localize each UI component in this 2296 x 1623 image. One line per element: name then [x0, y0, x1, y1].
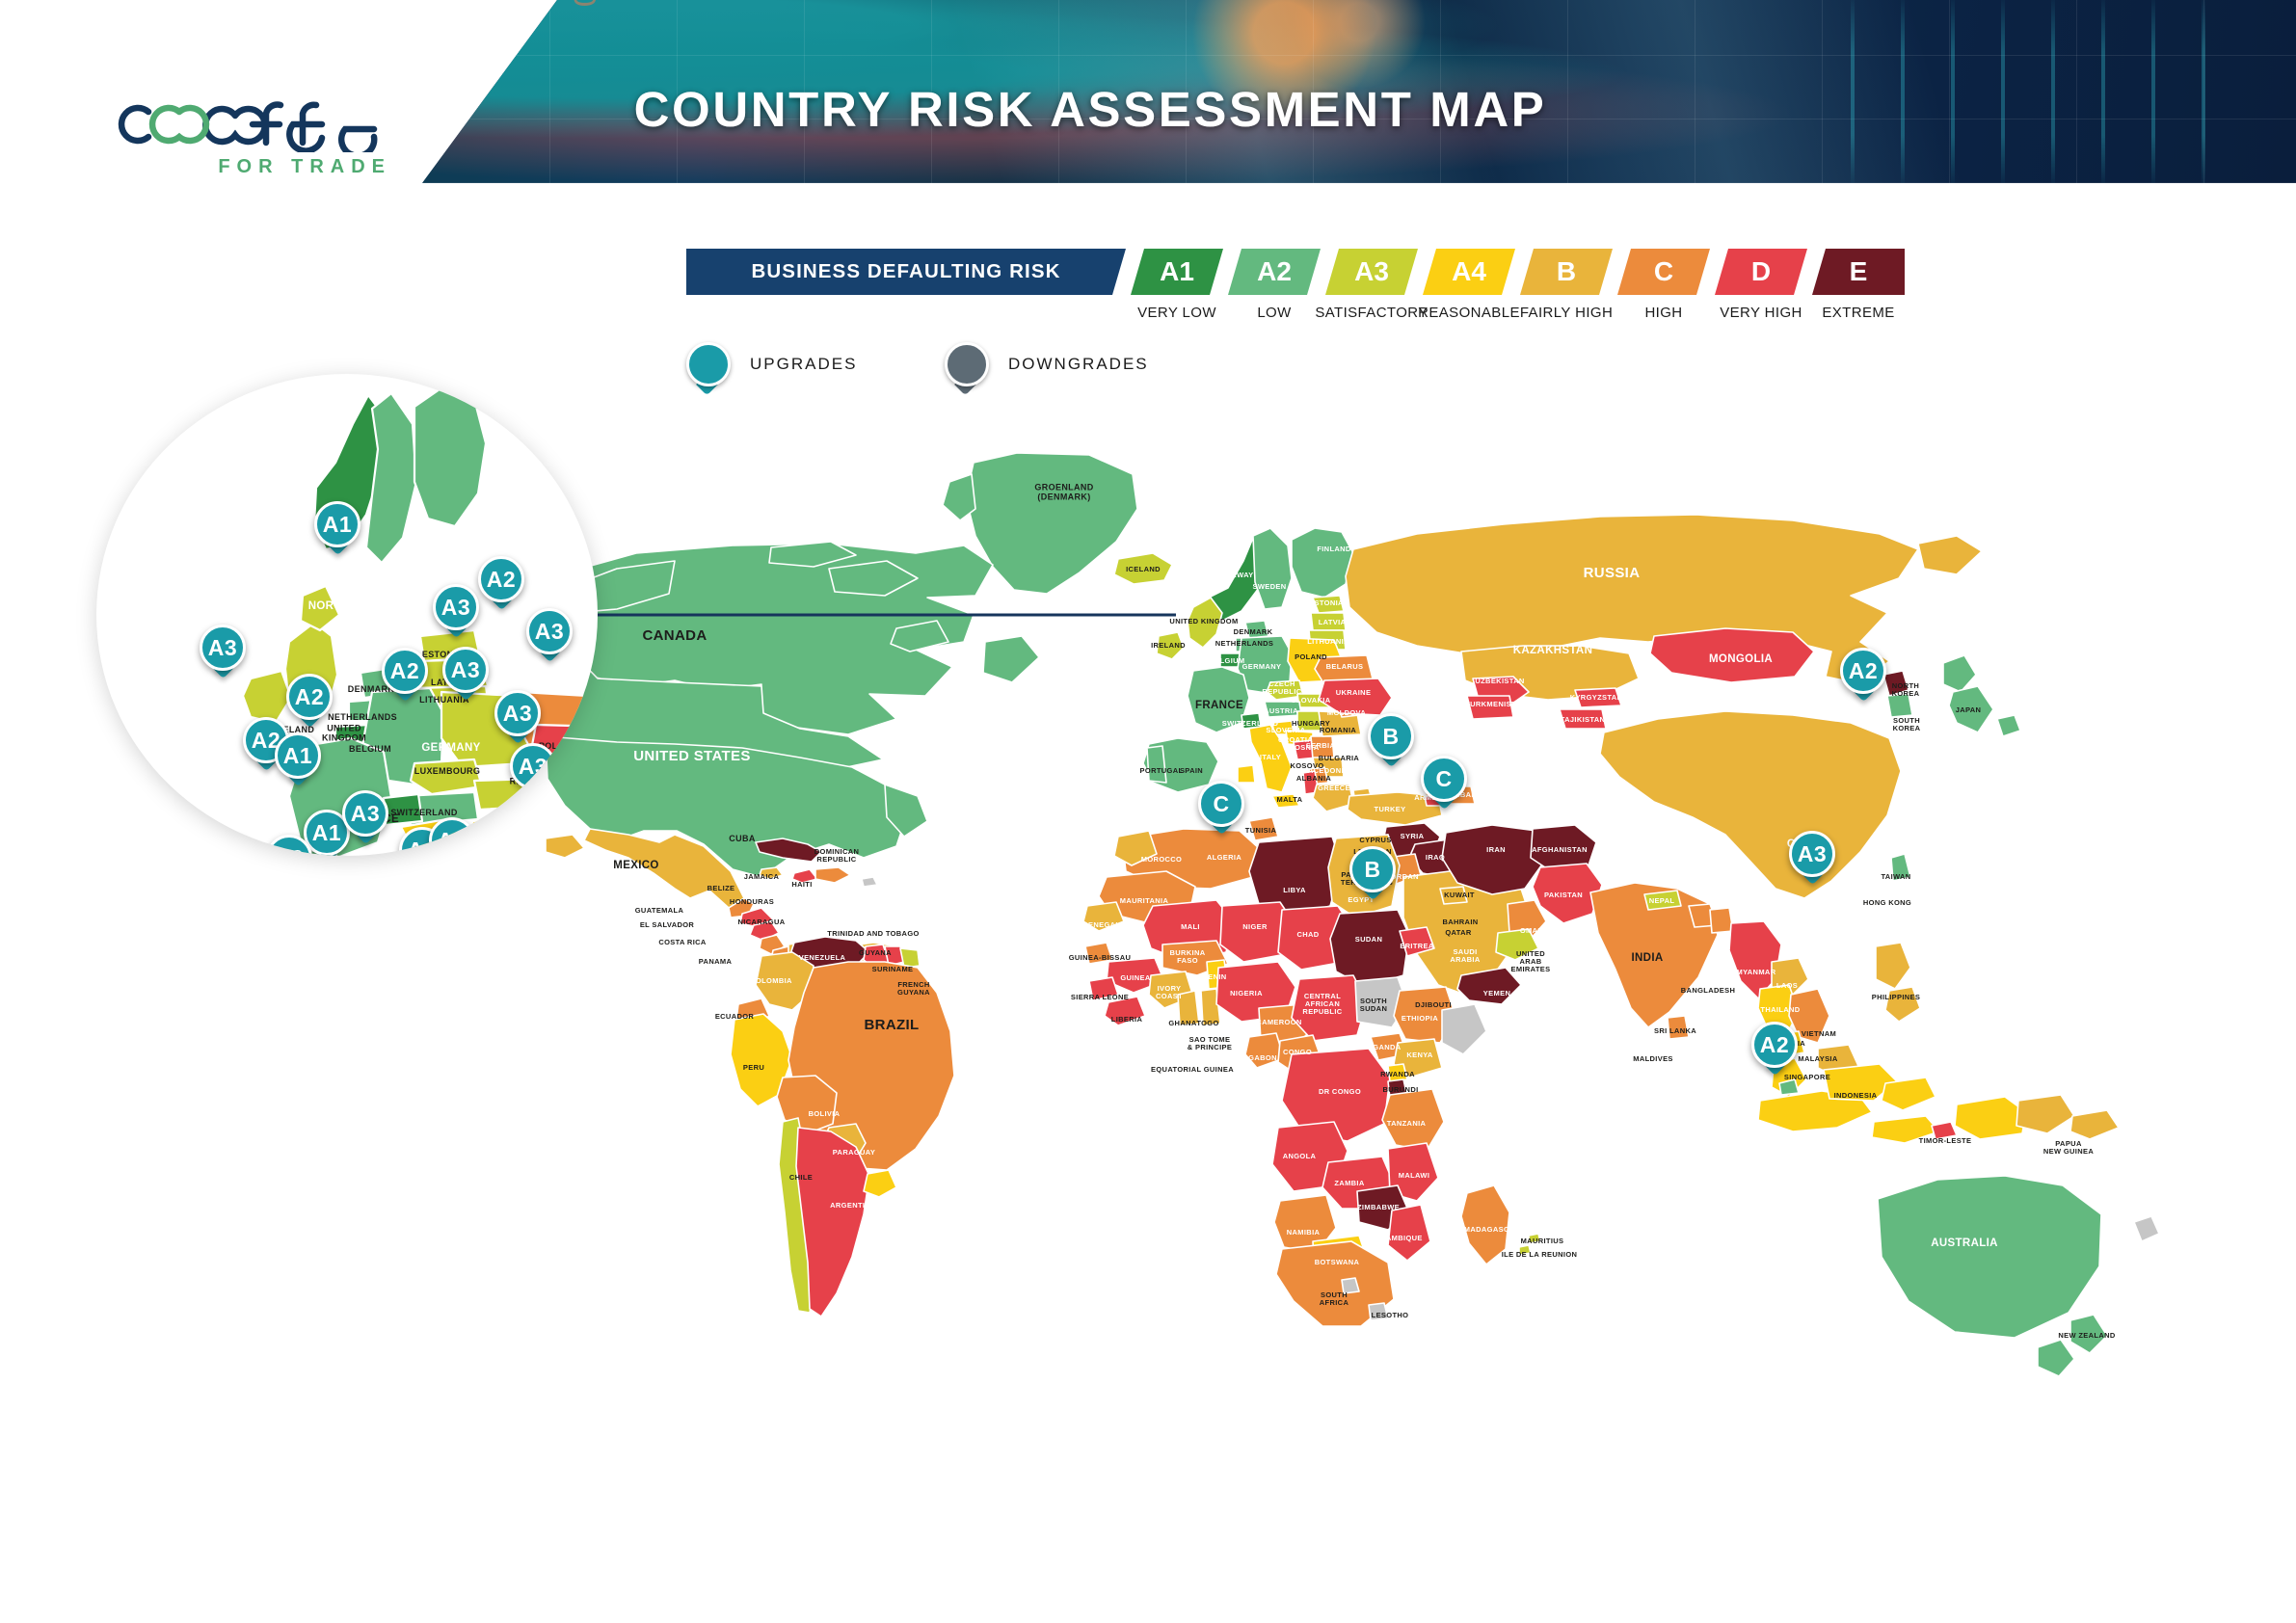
map-rating-pin-iraq[interactable]: C: [1421, 756, 1467, 813]
legend-grade-a2[interactable]: A2: [1228, 249, 1321, 295]
legend-label-a1: VERY LOW: [1137, 305, 1216, 321]
legend-label-a4: REASONABLE: [1418, 305, 1520, 321]
inset-rating-pin-poland[interactable]: A3: [494, 690, 541, 748]
inset-rating-pin-lithuania[interactable]: A3: [442, 647, 489, 705]
downgrades-pin-icon: [945, 342, 989, 396]
inset-rating-pin-finland[interactable]: A2: [478, 556, 524, 614]
legend-label-c: HIGH: [1644, 305, 1683, 321]
inset-rating-pin-slovakia[interactable]: A3: [510, 743, 556, 801]
legend-grade-a1[interactable]: A1: [1131, 249, 1223, 295]
upgrades-pin-icon: [686, 342, 731, 396]
legend-grade-e[interactable]: E: [1812, 249, 1905, 295]
marker-key-downgrades: DOWNGRADES: [945, 342, 1149, 396]
legend-grade-c[interactable]: C: [1617, 249, 1710, 295]
map-rating-pin-sudan[interactable]: B: [1349, 846, 1396, 904]
legend-grade-d[interactable]: D: [1715, 249, 1807, 295]
inset-rating-pin-switzerland[interactable]: A1: [304, 810, 350, 856]
inset-rating-pin-norway[interactable]: A1: [314, 501, 360, 559]
header-background-image: [422, 0, 2296, 183]
legend-label-e: EXTREME: [1822, 305, 1895, 321]
inset-rating-pin-ireland[interactable]: A3: [200, 625, 246, 682]
inset-rating-pin-portugal[interactable]: A2: [210, 835, 256, 856]
map-rating-pin-turkey[interactable]: B: [1368, 713, 1414, 771]
inset-rating-pin-austria[interactable]: A3: [342, 790, 388, 848]
europe-inset-circle: NORWAYSWEDENFINLANDESTONIALATVIALITHUANI…: [96, 374, 598, 856]
inset-rating-pin-croatia[interactable]: A3: [429, 817, 475, 856]
legend-label-b: FAIRLY HIGH: [1519, 305, 1614, 321]
inset-rating-pin-luxembourg[interactable]: A1: [275, 732, 321, 790]
legend-title: BUSINESS DEFAULTING RISK: [686, 249, 1126, 295]
data-bars-decoration: [1833, 0, 2238, 183]
legend-label-a2: LOW: [1257, 305, 1292, 321]
legend-grade-a4[interactable]: A4: [1423, 249, 1515, 295]
inset-rating-pin-denmark[interactable]: A2: [382, 648, 428, 705]
legend-grade-b[interactable]: B: [1520, 249, 1613, 295]
inset-rating-pin-latvia[interactable]: A3: [526, 608, 573, 666]
legend-grade-a3[interactable]: A3: [1325, 249, 1418, 295]
coface-wordmark-icon: [118, 101, 378, 152]
map-rating-pin-south-korea[interactable]: A2: [1840, 648, 1886, 705]
legend-label-a3: SATISFACTORY: [1315, 305, 1428, 321]
marker-key-label: DOWNGRADES: [1008, 355, 1149, 373]
inset-rating-pin-belgium[interactable]: A2: [286, 674, 333, 732]
legend-label-d: VERY HIGH: [1720, 305, 1802, 321]
marker-key-label: UPGRADES: [750, 355, 858, 373]
coface-logo[interactable]: FOR TRADE: [108, 93, 397, 178]
header-banner: 01010110: [422, 0, 2296, 183]
risk-legend: BUSINESS DEFAULTING RISK A1 A2 A3 A4 B C D E: [686, 249, 1905, 295]
inset-rating-pin-spain[interactable]: A2: [266, 835, 312, 856]
page-title: COUNTRY RISK ASSESSMENT MAP: [633, 82, 1547, 137]
europe-inset-callout[interactable]: NORWAYSWEDENFINLANDESTONIALATVIALITHUANI…: [96, 374, 598, 856]
map-rating-pin-algeria[interactable]: C: [1198, 781, 1244, 838]
map-rating-pin-singapore[interactable]: A2: [1751, 1022, 1798, 1079]
inset-rating-pin-estonia[interactable]: A3: [433, 584, 479, 642]
marker-key-upgrades: UPGRADES: [686, 342, 858, 396]
world-map[interactable]: GROENLAND (DENMARK) ICELAND CANADA UNITED ST…: [0, 453, 2296, 1623]
legend-grade-cells: A1 A2 A3 A4 B C D E: [1126, 249, 1905, 295]
coface-tagline: FOR TRADE: [218, 156, 391, 177]
map-rating-pin-hong-kong[interactable]: A3: [1789, 831, 1835, 889]
